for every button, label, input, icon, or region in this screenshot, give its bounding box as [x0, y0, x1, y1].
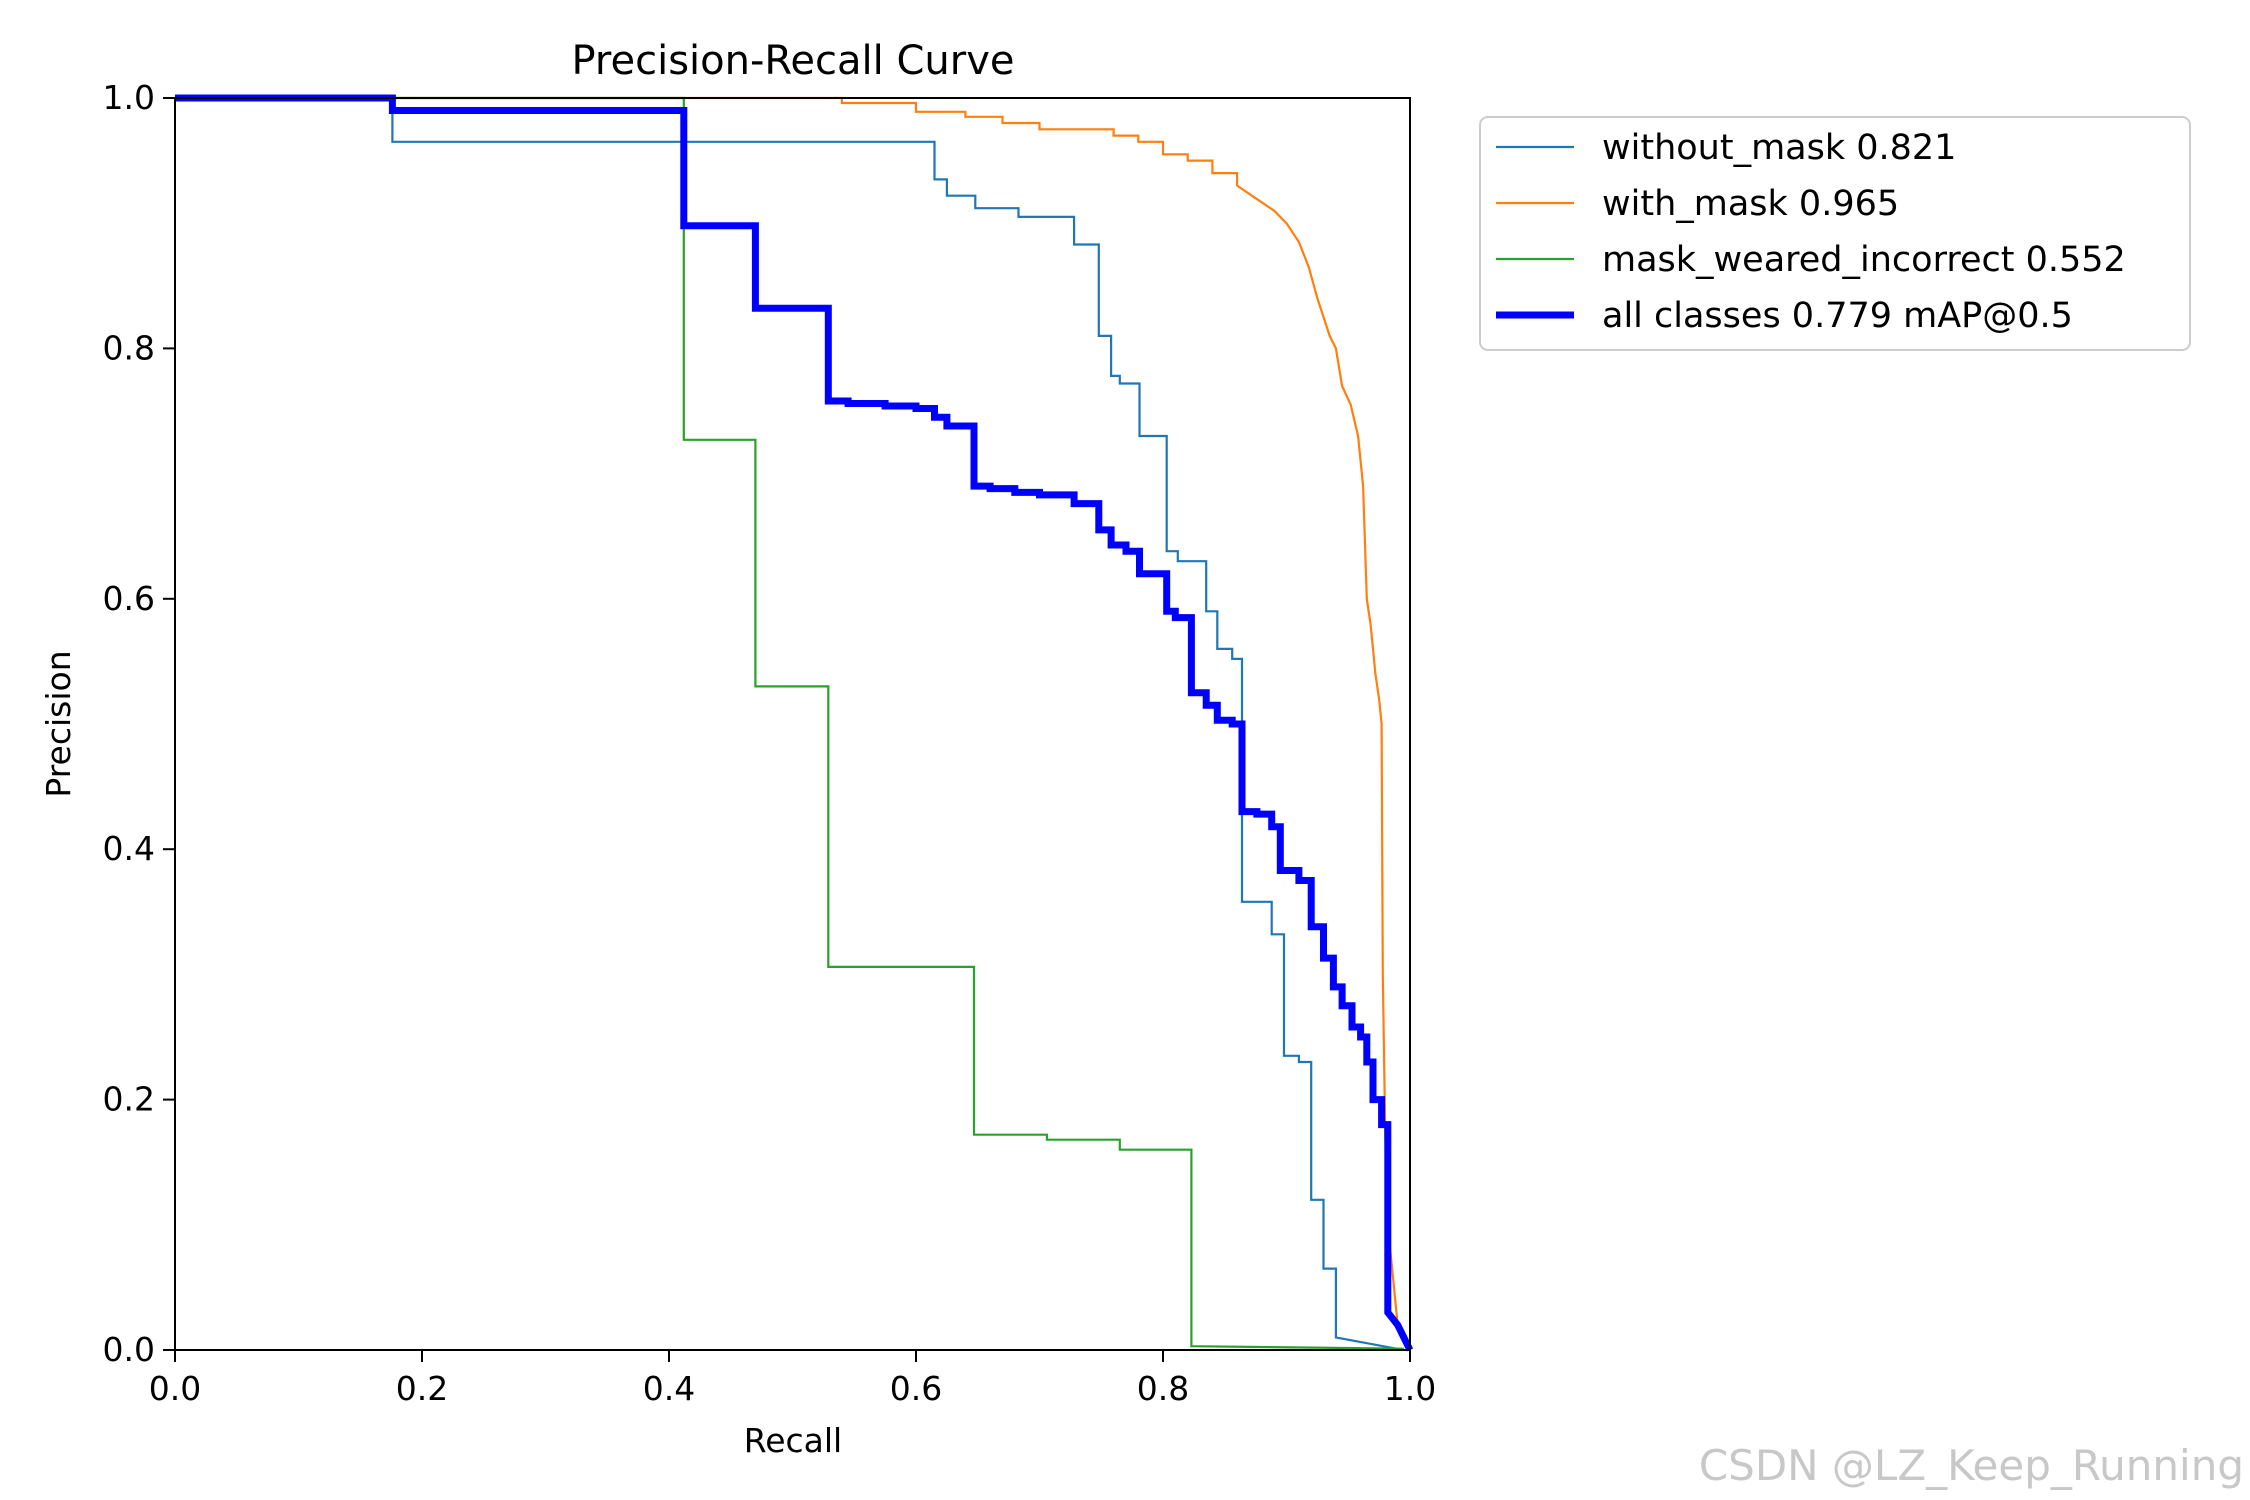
- watermark: CSDN @LZ_Keep_Running: [1698, 1441, 2244, 1490]
- x-tick-label: 1.0: [1384, 1369, 1436, 1408]
- x-tick-label: 0.0: [149, 1369, 201, 1408]
- legend: without_mask 0.821 with_mask 0.965 mask_we…: [1479, 116, 2191, 351]
- series-line-4: [175, 94, 1414, 1352]
- x-axis: 0.0 0.2 0.4 0.6 0.8 1.0: [149, 1350, 1436, 1408]
- x-tick-label: 0.8: [1137, 1369, 1189, 1408]
- x-axis-label: Recall: [744, 1421, 842, 1460]
- plot-frame: [174, 97, 1411, 1351]
- series-line-1: [175, 96, 1404, 1352]
- legend-label: mask_weared_incorrect 0.552: [1602, 240, 2126, 280]
- x-tick-label: 0.6: [890, 1369, 942, 1408]
- y-tick-label: 0.2: [103, 1080, 155, 1119]
- y-tick-label: 0.6: [103, 579, 155, 618]
- legend-label: with_mask 0.965: [1602, 184, 1899, 224]
- y-tick-label: 0.0: [103, 1330, 155, 1369]
- plot-area: [175, 94, 1414, 1352]
- series-line-3: [175, 96, 1404, 1350]
- legend-label: all classes 0.779 mAP@0.5: [1602, 296, 2073, 336]
- y-tick-label: 1.0: [103, 78, 155, 117]
- series-line-2: [175, 96, 1411, 1351]
- y-tick-label: 0.4: [103, 829, 155, 868]
- y-axis: 0.0 0.2 0.4 0.6 0.8 1.0: [103, 78, 175, 1369]
- legend-box: [1479, 116, 2191, 351]
- chart-title: Precision-Recall Curve: [572, 38, 1015, 84]
- legend-label: without_mask 0.821: [1602, 128, 1956, 168]
- y-axis-label: Precision: [39, 650, 78, 797]
- x-tick-label: 0.2: [396, 1369, 448, 1408]
- y-tick-label: 0.8: [103, 328, 155, 367]
- x-tick-label: 0.4: [643, 1369, 695, 1408]
